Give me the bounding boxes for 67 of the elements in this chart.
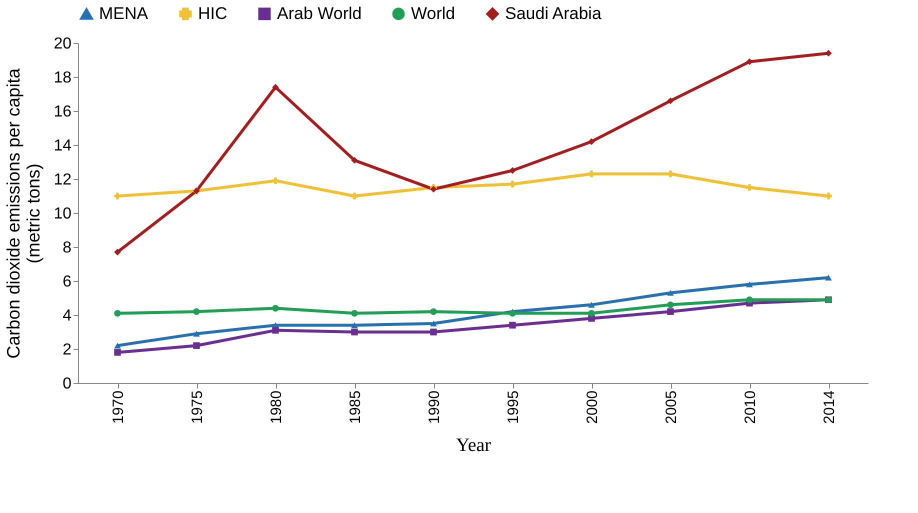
x-axis-title: Year [456, 434, 492, 456]
point [272, 84, 279, 91]
point [825, 274, 832, 281]
x-tick-label: 1980 [268, 390, 285, 424]
point [667, 170, 674, 178]
y-tick-label: 0 [62, 376, 72, 392]
point [114, 248, 121, 256]
point [430, 328, 437, 336]
point [509, 322, 516, 329]
point [667, 97, 674, 104]
point [351, 156, 358, 164]
x-tick-label: 1995 [505, 390, 522, 424]
y-tick-label: 10 [54, 206, 72, 222]
y-tick-label: 4 [62, 308, 72, 324]
point [667, 308, 674, 315]
point [430, 308, 437, 315]
point [272, 304, 279, 312]
point [825, 50, 832, 57]
legend-label: MENA [99, 4, 149, 24]
point [746, 184, 753, 191]
y-tick-label: 8 [62, 240, 72, 256]
x-tick-label: 2014 [821, 390, 838, 424]
point [667, 290, 674, 296]
y-tick-label: 14 [54, 138, 72, 154]
point [509, 310, 516, 317]
y-tick-label: 16 [54, 104, 72, 120]
legend-label: Arab World [277, 4, 362, 23]
point [272, 177, 279, 184]
y-tick-label: 6 [62, 274, 72, 290]
y-tick-label: 2 [62, 342, 72, 358]
point [430, 320, 437, 326]
point [825, 192, 832, 200]
point [193, 330, 200, 337]
point [272, 326, 279, 334]
point [351, 192, 358, 200]
point [351, 310, 358, 317]
point [588, 170, 595, 178]
point [588, 310, 595, 317]
point [746, 281, 753, 288]
legend-label: Saudi Arabia [505, 4, 602, 23]
y-tick-label: 12 [54, 172, 72, 188]
point [667, 301, 674, 308]
point [509, 180, 516, 188]
point [114, 310, 121, 317]
x-tick-label: 2010 [742, 390, 759, 424]
x-tick-label: 1985 [347, 390, 364, 424]
x-tick-label: 2005 [663, 390, 680, 424]
point [509, 167, 516, 174]
point [114, 192, 121, 200]
legend-label: World [411, 4, 456, 23]
y-tick-label: 18 [54, 70, 72, 86]
y-axis-title: Carbon dioxide emissions per capita (metric tons) [4, 67, 44, 359]
x-tick-label: 1990 [426, 390, 443, 424]
point [351, 322, 358, 328]
point [746, 296, 753, 304]
point [193, 308, 200, 315]
x-tick-label: 1975 [189, 390, 206, 424]
point [114, 342, 121, 349]
x-tick-label: 2000 [584, 390, 601, 424]
legend-label: HIC [198, 4, 228, 23]
point [193, 342, 200, 349]
point [588, 302, 595, 308]
point [588, 138, 595, 145]
point [351, 328, 358, 336]
x-tick-label: 1970 [110, 390, 127, 424]
y-tick-label: 20 [54, 36, 72, 52]
point [114, 349, 121, 356]
